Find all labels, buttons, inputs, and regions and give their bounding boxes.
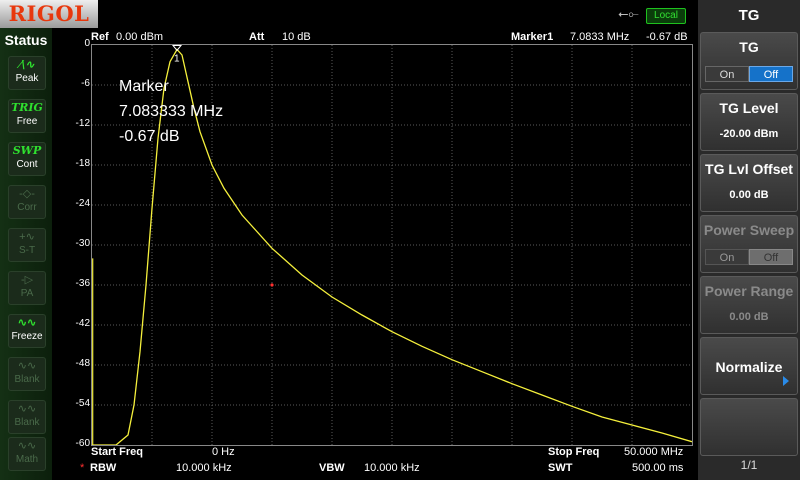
status-pa-label: PA: [20, 288, 34, 299]
swp-icon: SWP: [12, 144, 42, 157]
status-corr[interactable]: -◇- Corr: [8, 185, 46, 219]
swt-label: SWT: [548, 462, 573, 474]
power-sweep-softkey[interactable]: Power Sweep On Off: [700, 215, 798, 273]
page-indicator: 1/1: [740, 458, 758, 472]
power-sweep-label: Power Sweep: [703, 222, 795, 238]
power-sweep-off-option[interactable]: Off: [749, 249, 793, 265]
tg-offset-softkey[interactable]: TG Lvl Offset 0.00 dB: [700, 154, 798, 212]
rigol-logo: RIGOL: [0, 0, 100, 28]
y-tick-label: -24: [75, 198, 90, 209]
power-range-value: 0.00 dB: [729, 311, 769, 323]
marker-label: Marker1: [511, 31, 554, 43]
power-sweep-toggle[interactable]: On Off: [705, 248, 793, 265]
tg-level-value: -20.00 dBm: [719, 128, 779, 140]
menu-title: TG: [738, 7, 760, 24]
tg-softkey[interactable]: TG On Off: [700, 32, 798, 90]
y-tick-label: -60: [75, 438, 90, 449]
status-corr-label: Corr: [17, 202, 37, 213]
top-bar: [98, 0, 698, 30]
tg-on-option[interactable]: On: [705, 66, 749, 82]
tg-offset-value: 0.00 dB: [729, 189, 769, 201]
rbw-value: 10.000 kHz: [176, 462, 232, 474]
att-label: Att: [249, 31, 265, 43]
spectrum-svg: 1: [92, 45, 692, 445]
ref-value: 0.00 dBm: [116, 31, 164, 43]
status-math[interactable]: ∿∿ Math: [8, 437, 46, 471]
status-st[interactable]: +∿ S-T: [8, 228, 46, 262]
y-tick-label: -42: [75, 318, 90, 329]
st-icon: +∿: [19, 231, 35, 243]
status-blank-1[interactable]: ∿∿ Blank: [8, 357, 46, 391]
rbw-label: RBW: [90, 462, 117, 474]
status-freeze[interactable]: ∿∿ Freeze: [8, 314, 46, 348]
marker-readout: Marker 7.083333 MHz -0.67 dB: [119, 74, 223, 149]
y-tick-label: 0: [84, 38, 90, 49]
status-peak-label: Peak: [15, 73, 39, 84]
normalize-label: Normalize: [715, 359, 783, 375]
y-tick-label: -54: [75, 398, 90, 409]
y-tick-label: -6: [81, 78, 90, 89]
marker-1-triangle: [171, 45, 183, 52]
status-swp-label: Cont: [16, 159, 38, 170]
usb-icon: ⭠⟜: [618, 6, 639, 21]
start-freq-value: 0 Hz: [212, 446, 235, 458]
status-freeze-label: Freeze: [11, 331, 43, 342]
vbw-value: 10.000 kHz: [364, 462, 420, 474]
status-swp[interactable]: SWP Cont: [8, 142, 46, 176]
marker-level: -0.67 dB: [646, 31, 688, 43]
ref-label: Ref: [91, 31, 109, 43]
tg-offset-label: TG Lvl Offset: [705, 161, 793, 177]
trig-icon: TRIG: [11, 101, 43, 114]
rbw-manual-star: *: [80, 462, 85, 474]
status-blank-2-label: Blank: [14, 417, 40, 428]
empty-softkey[interactable]: [700, 398, 798, 456]
y-tick-label: -36: [75, 278, 90, 289]
y-tick-label: -12: [75, 118, 90, 129]
start-freq-label: Start Freq: [91, 446, 143, 458]
vbw-label: VBW: [319, 462, 345, 474]
stop-freq-label: Stop Freq: [548, 446, 600, 458]
tg-level-softkey[interactable]: TG Level -20.00 dBm: [700, 93, 798, 151]
peak-icon: ⁄\∿: [19, 58, 35, 71]
status-peak[interactable]: ⁄\∿ Peak: [8, 56, 46, 90]
y-tick-label: -18: [75, 158, 90, 169]
status-trig[interactable]: TRIG Free: [8, 99, 46, 133]
blank-icon: ∿∿: [17, 360, 37, 372]
power-range-label: Power Range: [704, 283, 794, 299]
status-pa[interactable]: -▷ PA: [8, 271, 46, 305]
tg-toggle[interactable]: On Off: [705, 65, 793, 82]
tg-off-option[interactable]: Off: [749, 66, 793, 82]
marker-readout-freq: 7.083333 MHz: [119, 103, 224, 120]
spectrum-plot[interactable]: 1: [91, 44, 693, 446]
marker-freq: 7.0833 MHz: [570, 31, 630, 43]
blank-icon: ∿∿: [17, 403, 37, 415]
y-tick-label: -30: [75, 238, 90, 249]
spectrum-trace: [92, 48, 692, 445]
y-tick-label: -48: [75, 358, 90, 369]
status-st-label: S-T: [18, 245, 36, 256]
swt-value: 500.00 ms: [632, 462, 684, 474]
status-math-label: Math: [15, 454, 39, 465]
marker-readout-level: -0.67 dB: [119, 128, 180, 145]
marker-readout-title: Marker: [119, 78, 169, 95]
corr-icon: -◇-: [19, 188, 35, 200]
att-value: 10 dB: [282, 31, 311, 43]
marker-1-number: 1: [174, 53, 180, 64]
status-blank-1-label: Blank: [14, 374, 40, 385]
submenu-arrow-icon: [783, 376, 789, 386]
trace-point-marker: [270, 283, 274, 287]
status-title: Status: [4, 32, 48, 48]
stop-freq-value: 50.000 MHz: [624, 446, 684, 458]
local-badge: Local: [646, 8, 686, 24]
power-sweep-on-option[interactable]: On: [705, 249, 749, 265]
power-range-softkey[interactable]: Power Range 0.00 dB: [700, 276, 798, 334]
math-icon: ∿∿: [17, 440, 37, 452]
pa-icon: -▷: [20, 274, 34, 286]
status-trig-label: Free: [16, 116, 38, 127]
tg-label: TG: [739, 39, 759, 55]
normalize-softkey[interactable]: Normalize: [700, 337, 798, 395]
freeze-icon: ∿∿: [17, 316, 37, 329]
tg-level-label: TG Level: [719, 100, 779, 116]
status-blank-2[interactable]: ∿∿ Blank: [8, 400, 46, 434]
